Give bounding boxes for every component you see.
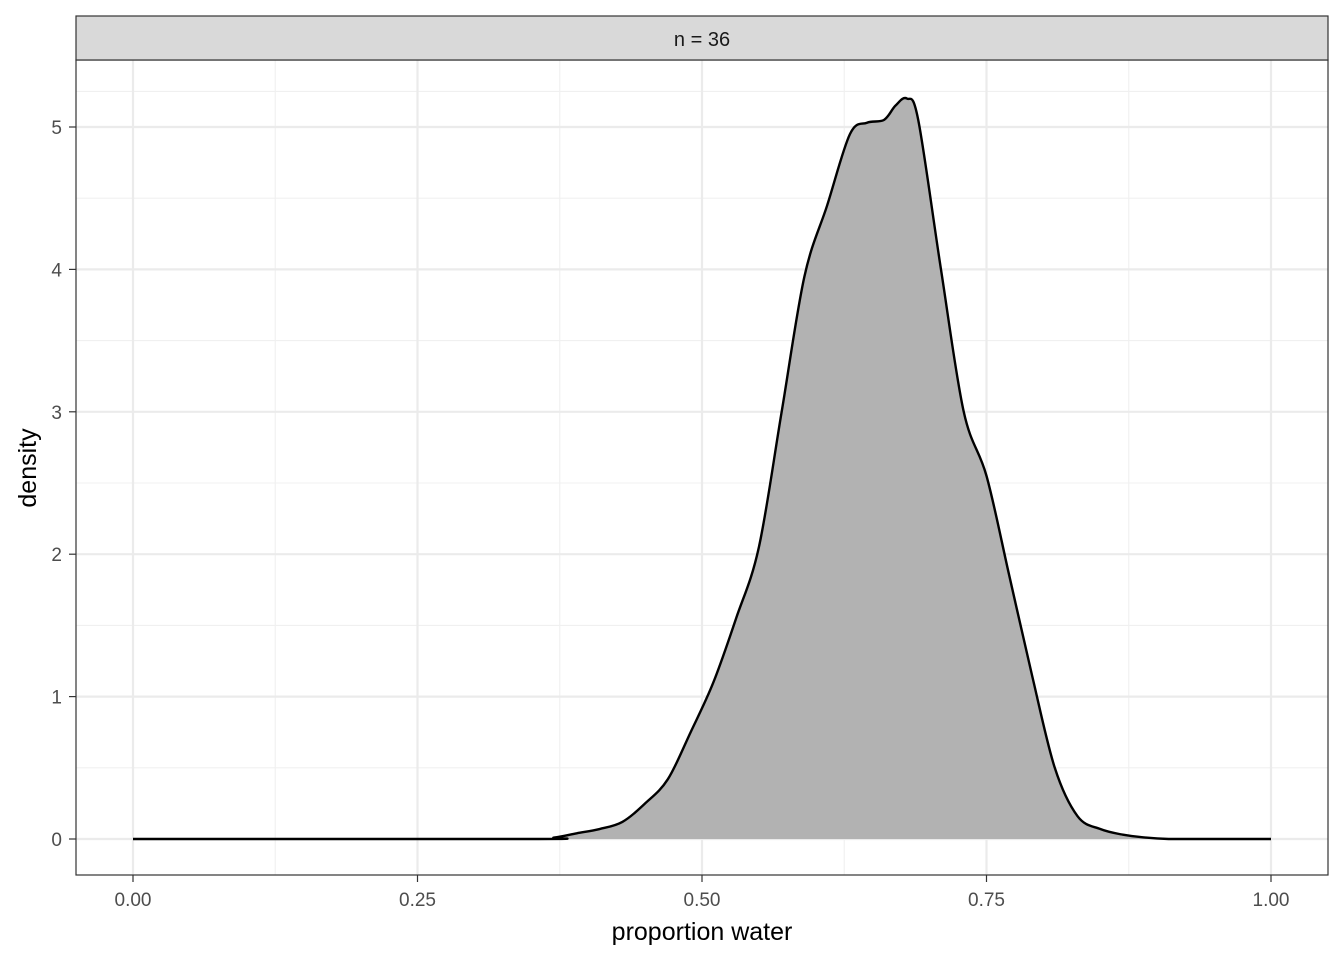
- y-tick-label: 4: [51, 260, 62, 281]
- y-tick-label: 1: [51, 688, 62, 709]
- x-tick-label: 0.75: [968, 890, 1005, 911]
- x-tick-label: 1.00: [1253, 890, 1290, 911]
- y-axis: 0 1 2 3 4 5: [51, 118, 76, 851]
- y-tick-label: 5: [51, 118, 62, 139]
- x-tick-label: 0.25: [399, 890, 436, 911]
- y-tick-label: 2: [51, 545, 62, 566]
- x-tick-label: 0.00: [115, 890, 152, 911]
- y-axis-title: density: [14, 428, 42, 508]
- density-line: [133, 96, 1271, 841]
- y-tick-label: 0: [51, 830, 62, 851]
- x-axis: 0.00 0.25 0.50 0.75 1.00: [115, 875, 1290, 911]
- x-tick-label: 0.50: [684, 890, 721, 911]
- facet-strip-label: n = 36: [674, 29, 730, 51]
- facet-strip-background: [75, 15, 1329, 61]
- density-area: [133, 97, 1271, 839]
- y-tick-label: 3: [51, 403, 62, 424]
- facet-strip: n = 36: [75, 15, 1329, 61]
- x-axis-title: proportion water: [612, 918, 793, 946]
